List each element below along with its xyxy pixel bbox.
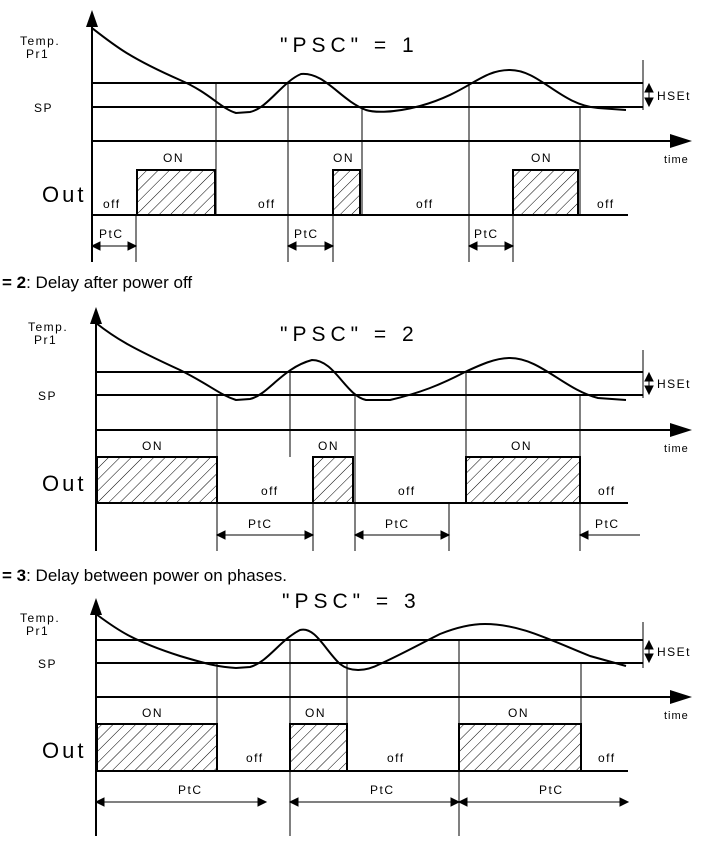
diagram-title: "PSC" = 3 <box>282 590 421 613</box>
temp-axis-arrow-icon <box>86 10 98 27</box>
pr1-label: Pr1 <box>34 333 57 347</box>
on-label: ON <box>508 706 529 720</box>
hset-label: HSEt <box>657 89 691 103</box>
off-label: off <box>258 197 276 211</box>
off-label: off <box>246 751 264 765</box>
on-label: ON <box>142 439 163 453</box>
on-pulse <box>136 169 216 216</box>
time-label: time <box>664 443 689 455</box>
hset-label: HSEt <box>657 377 691 391</box>
ptc-arrows <box>94 797 630 807</box>
diagram-title: "PSC" = 1 <box>280 34 419 57</box>
ptc-label: PtC <box>595 517 620 531</box>
ptc-label: PtC <box>248 517 273 531</box>
on-pulse <box>332 169 361 216</box>
ptc-arrows <box>215 530 640 540</box>
off-label: off <box>598 751 616 765</box>
off-label: off <box>597 197 615 211</box>
diagram-psc-2: Temp. Pr1 SP HSEt time "PSC" = 2 Out ON … <box>28 307 692 551</box>
temp-label: Temp. <box>20 34 60 48</box>
time-label: time <box>664 154 689 166</box>
ptc-arrows <box>90 241 515 251</box>
time-axis-arrow-icon <box>670 134 692 148</box>
ptc-label: PtC <box>99 227 124 241</box>
on-pulse <box>96 723 218 772</box>
time-axis-arrow-icon <box>670 690 692 704</box>
off-label: off <box>398 484 416 498</box>
caption-psc-2: = 2: Delay after power off <box>2 273 192 293</box>
caption-psc-3-value: = 3 <box>2 566 27 585</box>
diagram-psc-3: Temp. Pr1 SP HSEt time "PSC" = 3 Out ON … <box>20 590 692 836</box>
temp-axis-arrow-icon <box>90 307 102 324</box>
caption-psc-2-value: = 2 <box>2 273 27 292</box>
caption-psc-2-text: : Delay after power off <box>26 273 193 292</box>
on-label: ON <box>318 439 339 453</box>
out-label: Out <box>42 182 86 207</box>
off-label: off <box>416 197 434 211</box>
out-label: Out <box>42 738 86 763</box>
on-pulse <box>465 456 581 504</box>
time-label: time <box>664 710 689 722</box>
pr1-label: Pr1 <box>26 47 49 61</box>
off-label: off <box>598 484 616 498</box>
on-label: ON <box>142 706 163 720</box>
ptc-label: PtC <box>474 227 499 241</box>
on-pulse <box>512 169 579 216</box>
hset-arrow-icon <box>642 622 654 668</box>
on-label: ON <box>305 706 326 720</box>
hset-arrow-icon <box>642 60 654 110</box>
on-pulse <box>289 723 348 772</box>
on-label: ON <box>333 151 354 165</box>
off-label: off <box>261 484 279 498</box>
temperature-curve <box>95 613 627 671</box>
sp-label: SP <box>38 657 57 671</box>
on-pulse <box>458 723 582 772</box>
on-label: ON <box>163 151 184 165</box>
diagram-psc-1: Temp. Pr1 SP HSEt time "PSC" = 1 Out ON … <box>20 10 692 262</box>
on-pulse <box>96 456 218 504</box>
temperature-curve <box>91 27 627 115</box>
on-label: ON <box>511 439 532 453</box>
time-axis-arrow-icon <box>670 423 692 437</box>
ptc-label: PtC <box>385 517 410 531</box>
temp-axis-arrow-icon <box>90 598 102 615</box>
off-label: off <box>103 197 121 211</box>
caption-psc-3: = 3: Delay between power on phases. <box>2 566 287 586</box>
hset-label: HSEt <box>657 645 691 659</box>
ptc-label: PtC <box>294 227 319 241</box>
off-label: off <box>387 751 405 765</box>
pr1-label: Pr1 <box>26 624 49 638</box>
diagram-title: "PSC" = 2 <box>280 323 419 346</box>
on-pulse <box>312 456 354 504</box>
caption-psc-3-text: : Delay between power on phases. <box>26 566 287 585</box>
temp-label: Temp. <box>28 320 68 334</box>
hset-arrow-icon <box>642 350 654 398</box>
sp-label: SP <box>38 389 57 403</box>
temperature-curve <box>95 322 627 402</box>
on-label: ON <box>531 151 552 165</box>
out-label: Out <box>42 471 86 496</box>
temp-label: Temp. <box>20 611 60 625</box>
sp-label: SP <box>34 101 53 115</box>
ptc-label: PtC <box>178 783 203 797</box>
ptc-label: PtC <box>370 783 395 797</box>
ptc-label: PtC <box>539 783 564 797</box>
